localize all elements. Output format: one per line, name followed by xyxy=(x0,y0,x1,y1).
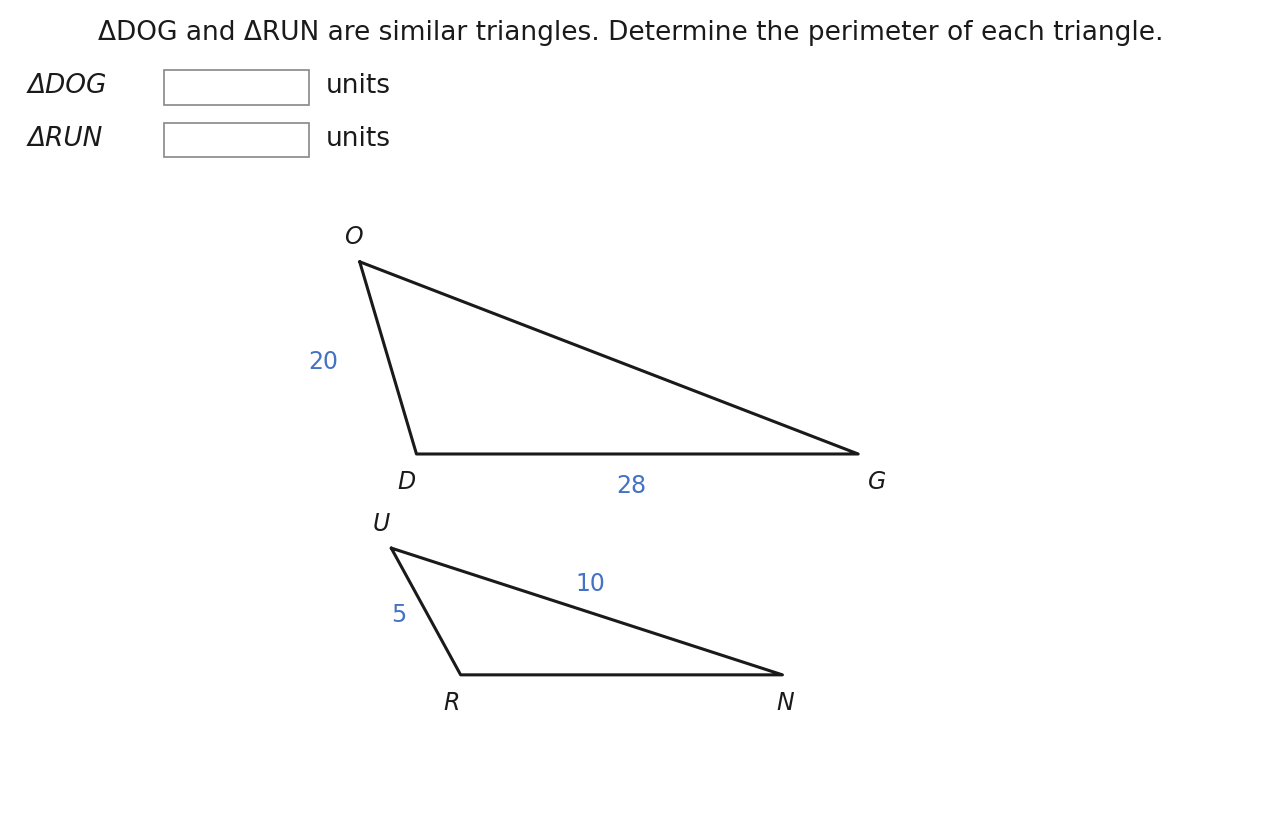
Bar xyxy=(164,123,309,157)
Bar xyxy=(164,70,309,105)
Text: 5: 5 xyxy=(391,603,406,627)
Text: D: D xyxy=(398,470,415,494)
Text: 20: 20 xyxy=(308,349,338,374)
Text: G: G xyxy=(868,470,886,494)
Text: units: units xyxy=(326,73,391,99)
Text: units: units xyxy=(326,126,391,152)
Text: ΔRUN: ΔRUN xyxy=(28,126,103,152)
Text: ΔDOG: ΔDOG xyxy=(28,73,107,99)
Text: ΔDOG and ΔRUN are similar triangles. Determine the perimeter of each triangle.: ΔDOG and ΔRUN are similar triangles. Det… xyxy=(98,20,1164,47)
Text: N: N xyxy=(776,691,794,715)
Text: U: U xyxy=(372,512,390,536)
Text: R: R xyxy=(444,691,459,715)
Text: O: O xyxy=(345,226,362,249)
Text: 28: 28 xyxy=(616,474,646,498)
Text: 10: 10 xyxy=(575,572,606,596)
